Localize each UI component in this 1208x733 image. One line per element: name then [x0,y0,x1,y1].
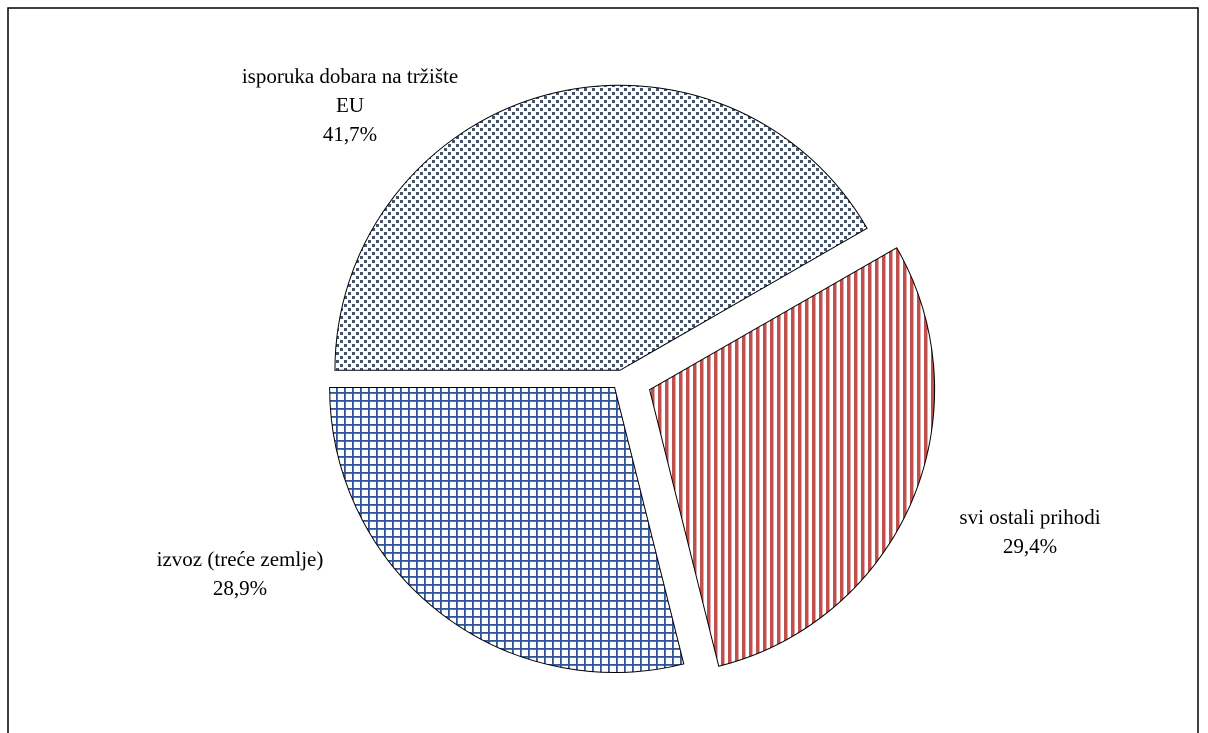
slice-label: svi ostali prihodi 29,4% [900,503,1160,561]
pie-slice [649,247,936,667]
value-label: 41,7% [322,122,378,146]
category-name: izvoz (treće zemlje) [156,547,324,571]
category-name: svi ostali prihodi [959,505,1101,529]
value-label: 28,9% [212,576,268,600]
frame [7,7,1199,733]
category-name: isporuka dobara na tržište EU [241,64,459,117]
slice-label: izvoz (treće zemlje) 28,9% [110,545,370,603]
value-label: 29,4% [1002,534,1058,558]
pie-slice [329,386,685,673]
pie-slice [334,84,868,371]
slice-label: isporuka dobara na tržište EU 41,7% [235,62,465,149]
